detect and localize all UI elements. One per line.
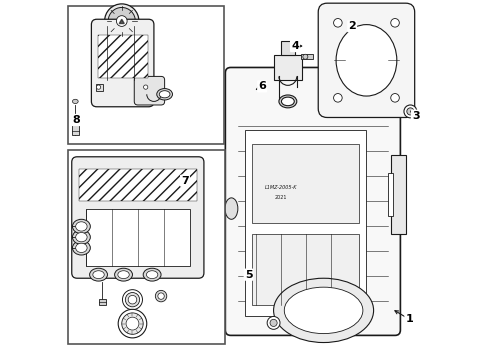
Bar	[72, 125, 79, 135]
Circle shape	[270, 319, 277, 327]
Circle shape	[122, 290, 143, 310]
Ellipse shape	[93, 271, 104, 279]
Text: 8: 8	[73, 115, 80, 125]
Ellipse shape	[143, 268, 161, 281]
Bar	[98, 298, 106, 305]
Bar	[273, 55, 302, 80]
Ellipse shape	[284, 287, 363, 334]
Ellipse shape	[157, 89, 172, 100]
Ellipse shape	[73, 99, 78, 104]
Bar	[252, 234, 359, 305]
Text: 3: 3	[412, 111, 419, 121]
Ellipse shape	[159, 91, 170, 98]
Bar	[281, 41, 295, 55]
Circle shape	[391, 94, 399, 102]
Ellipse shape	[73, 230, 90, 244]
Text: 2: 2	[348, 21, 356, 31]
Text: 1: 1	[405, 314, 413, 324]
Ellipse shape	[225, 198, 238, 219]
Ellipse shape	[90, 268, 107, 281]
Circle shape	[104, 4, 139, 38]
Circle shape	[155, 291, 167, 302]
Text: 7: 7	[181, 176, 189, 186]
FancyBboxPatch shape	[318, 3, 415, 117]
Bar	[96, 84, 103, 91]
Bar	[301, 54, 313, 59]
Circle shape	[303, 54, 308, 59]
Circle shape	[158, 293, 164, 299]
Text: 5: 5	[245, 270, 252, 280]
Bar	[68, 150, 225, 344]
Circle shape	[407, 108, 414, 115]
Ellipse shape	[73, 241, 90, 255]
Circle shape	[126, 317, 139, 330]
Circle shape	[404, 105, 417, 118]
FancyBboxPatch shape	[72, 157, 204, 278]
Circle shape	[391, 18, 399, 27]
Bar	[392, 155, 406, 234]
Ellipse shape	[281, 97, 294, 106]
Bar	[98, 35, 148, 78]
Bar	[143, 84, 149, 91]
Circle shape	[118, 309, 147, 338]
Ellipse shape	[279, 95, 297, 108]
Ellipse shape	[73, 219, 90, 234]
Bar	[388, 173, 393, 216]
FancyBboxPatch shape	[225, 67, 400, 336]
Ellipse shape	[273, 278, 373, 342]
Circle shape	[125, 293, 140, 307]
Circle shape	[97, 85, 100, 89]
FancyBboxPatch shape	[92, 19, 154, 107]
Bar	[68, 6, 223, 144]
Ellipse shape	[336, 24, 397, 96]
Circle shape	[267, 316, 280, 329]
Circle shape	[128, 296, 137, 304]
Ellipse shape	[115, 268, 132, 281]
Circle shape	[334, 18, 342, 27]
Ellipse shape	[147, 271, 158, 279]
Ellipse shape	[75, 243, 87, 252]
Bar	[79, 169, 197, 202]
FancyBboxPatch shape	[134, 76, 165, 105]
Text: 4: 4	[291, 41, 299, 51]
Circle shape	[144, 85, 148, 89]
Ellipse shape	[75, 222, 87, 231]
Text: L1MZ-2005-K: L1MZ-2005-K	[265, 185, 297, 190]
Circle shape	[122, 313, 143, 334]
Circle shape	[117, 16, 127, 26]
Ellipse shape	[75, 233, 87, 242]
Bar	[245, 130, 367, 316]
Bar	[86, 208, 190, 266]
Circle shape	[334, 94, 342, 102]
Bar	[252, 144, 359, 223]
Ellipse shape	[118, 271, 129, 279]
Text: 6: 6	[258, 81, 266, 91]
Polygon shape	[119, 19, 124, 23]
Circle shape	[108, 8, 135, 35]
Text: 2021: 2021	[274, 195, 287, 201]
